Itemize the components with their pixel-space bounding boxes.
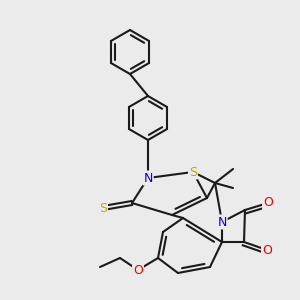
Text: O: O [263,196,273,209]
Text: S: S [99,202,107,214]
Text: S: S [189,166,197,178]
Text: O: O [262,244,272,256]
Text: N: N [217,215,227,229]
Text: N: N [143,172,153,184]
Text: O: O [133,263,143,277]
